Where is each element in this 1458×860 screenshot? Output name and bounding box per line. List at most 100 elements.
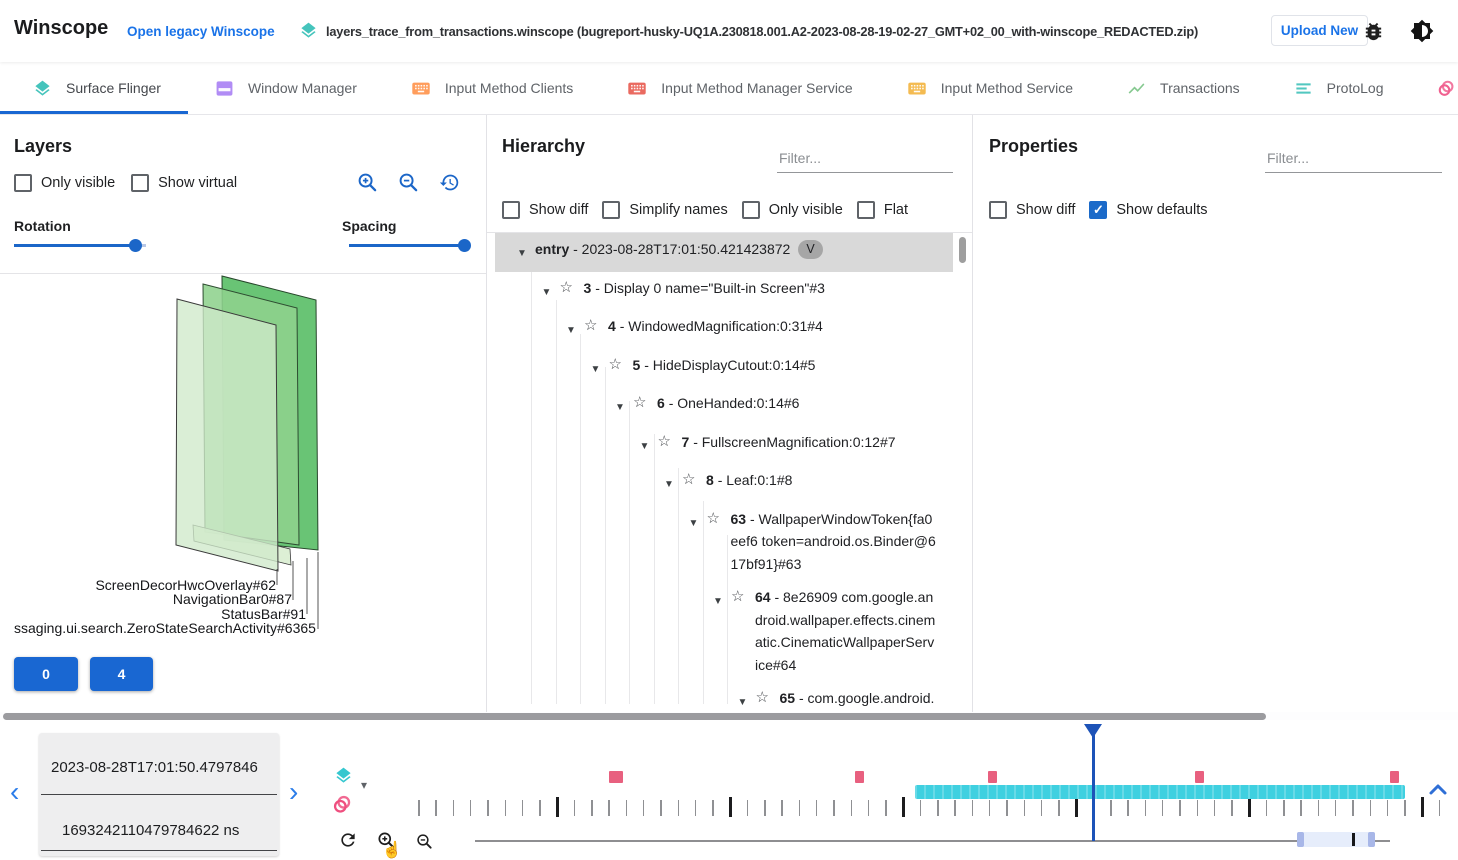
open-legacy-link[interactable]: Open legacy Winscope — [127, 24, 275, 39]
zoom-in-icon[interactable] — [357, 172, 378, 198]
tree-node-8[interactable]: ▼ ☆ 8 - Leaf:0:1#8 — [495, 464, 953, 503]
dark-mode-toggle-icon[interactable] — [1410, 19, 1434, 48]
star-icon[interactable]: ☆ — [657, 432, 671, 450]
tab-input-method-clients[interactable]: Input Method Clients — [384, 62, 600, 114]
unchecked-checkbox-icon[interactable] — [856, 201, 875, 219]
expand-arrow-icon[interactable]: ▼ — [688, 517, 699, 529]
ruler-tick — [729, 797, 733, 817]
transition-marker[interactable] — [609, 771, 623, 783]
layers-icon — [33, 79, 52, 98]
tree-node-63[interactable]: ▼ ☆ 63 - WallpaperWindowToken{fa0eef6 toke… — [495, 503, 953, 582]
surface-flinger-band[interactable] — [915, 785, 1405, 799]
surface-flinger-trace-icon[interactable] — [334, 766, 353, 790]
timeline-zoom-in-icon[interactable] — [377, 831, 396, 855]
trace-dropdown-caret-icon[interactable]: ▾ — [361, 778, 368, 792]
range-slider-selection[interactable] — [1297, 832, 1375, 847]
unchecked-checkbox-icon[interactable] — [14, 174, 32, 192]
unchecked-checkbox-icon[interactable] — [502, 201, 520, 219]
display-button-0[interactable]: 0 — [14, 657, 78, 691]
star-icon[interactable]: ☆ — [584, 317, 598, 334]
star-icon[interactable]: ☆ — [633, 394, 647, 411]
checkbox-only-visible[interactable]: Only visible — [741, 201, 843, 219]
hierarchy-filter-input[interactable] — [777, 148, 953, 173]
tab-transitions[interactable]: Transitions — [1410, 62, 1458, 114]
horizontal-scrollbar[interactable] — [3, 713, 1266, 720]
timeline-zoom-out-icon[interactable] — [416, 833, 433, 855]
expand-arrow-icon[interactable]: ▼ — [713, 596, 723, 607]
properties-filter-input[interactable] — [1265, 148, 1442, 173]
layers-panel: Layers Only visible Show virtual Rotation… — [0, 115, 487, 712]
tree-node-entry[interactable]: ▼ entry - 2023-08-28T17:01:50.421423872 V — [495, 233, 953, 272]
tab-protolog[interactable]: ProtoLog — [1267, 62, 1411, 114]
range-slider-left-handle[interactable] — [1297, 832, 1304, 847]
tab-surface-flinger[interactable]: Surface Flinger — [0, 62, 188, 114]
expand-arrow-icon[interactable]: ▼ — [737, 697, 748, 708]
transition-marker[interactable] — [855, 771, 864, 783]
layers-3d-canvas[interactable] — [0, 273, 487, 650]
unchecked-checkbox-icon[interactable] — [602, 201, 621, 219]
tree-node-3[interactable]: ▼ ☆ 3 - Display 0 name="Built-in Screen"#3 — [495, 272, 953, 311]
expand-arrow-icon[interactable]: ▼ — [541, 286, 552, 298]
spacing-slider-label: Spacing — [342, 218, 397, 234]
tree-node-7[interactable]: ▼ ☆ 7 - FullscreenMagnification:0:12#7 — [495, 426, 953, 465]
star-icon[interactable]: ☆ — [731, 588, 745, 605]
rotation-slider[interactable] — [14, 238, 146, 252]
hierarchy-scrollbar[interactable] — [959, 237, 966, 263]
expand-arrow-icon[interactable]: ▼ — [615, 402, 625, 413]
timeline-cursor-line[interactable] — [1092, 726, 1095, 841]
range-slider-track[interactable] — [475, 839, 1390, 842]
expand-arrow-icon[interactable]: ▼ — [517, 248, 527, 259]
tab-transactions[interactable]: Transactions — [1100, 62, 1267, 114]
transition-marker[interactable] — [1195, 771, 1204, 783]
refresh-icon[interactable] — [338, 830, 358, 855]
star-icon[interactable]: ☆ — [608, 355, 622, 373]
star-icon[interactable]: ☆ — [559, 278, 573, 296]
unchecked-checkbox-icon[interactable] — [989, 201, 1007, 219]
spacing-slider-thumb[interactable] — [457, 238, 471, 252]
star-icon[interactable]: ☆ — [706, 509, 720, 527]
tree-node-4[interactable]: ▼ ☆ 4 - WindowedMagnification:0:31#4 — [495, 310, 953, 349]
display-button-4[interactable]: 4 — [90, 657, 153, 691]
checkbox-flat[interactable]: Flat — [856, 201, 908, 219]
tree-node-64[interactable]: ▼ ☆ 64 - 8e26909 com.google.android.wallpa… — [495, 581, 953, 682]
tree-node-5[interactable]: ▼ ☆ 5 - HideDisplayCutout:0:14#5 — [495, 349, 953, 388]
tab-window-manager[interactable]: Window Manager — [188, 62, 384, 114]
tree-node-6[interactable]: ▼ ☆ 6 - OneHanded:0:14#6 — [495, 387, 953, 426]
tab-input-method-manager-service[interactable]: Input Method Manager Service — [600, 62, 879, 114]
timestamp-ns-field[interactable]: 1693242110479784622 ns — [62, 822, 240, 839]
rotation-slider-thumb[interactable] — [128, 238, 142, 252]
next-entry-button[interactable]: › — [289, 776, 299, 807]
zoom-out-icon[interactable] — [398, 172, 419, 198]
range-slider-right-handle[interactable] — [1368, 832, 1375, 847]
ruler-tick — [971, 800, 974, 816]
star-icon[interactable]: ☆ — [755, 689, 769, 706]
expand-arrow-icon[interactable]: ▼ — [590, 363, 601, 375]
upload-new-button[interactable]: Upload New — [1271, 15, 1368, 46]
transition-marker[interactable] — [988, 771, 997, 783]
tree-node-65[interactable]: ▼ ☆ 65 - com.google.android.wallpaper.effe… — [495, 682, 953, 712]
checkbox-show-diff[interactable]: Show diff — [502, 201, 588, 219]
checked-checkbox-icon[interactable]: ✓ — [1089, 201, 1108, 219]
checkbox-only-visible[interactable]: Only visible — [14, 174, 115, 192]
star-icon[interactable]: ☆ — [682, 471, 696, 488]
expand-arrow-icon[interactable]: ▼ — [566, 325, 576, 336]
collapse-timeline-icon[interactable] — [1428, 782, 1448, 801]
expand-arrow-icon[interactable]: ▼ — [664, 479, 674, 490]
reset-view-icon[interactable] — [439, 172, 460, 198]
spacing-slider[interactable] — [349, 238, 471, 252]
checkbox-simplify-names[interactable]: Simplify names — [602, 201, 728, 219]
layers-canvas-divider — [0, 273, 486, 274]
checkbox-show-virtual[interactable]: Show virtual — [131, 174, 237, 192]
unchecked-checkbox-icon[interactable] — [741, 201, 760, 219]
transition-marker[interactable] — [1390, 771, 1399, 783]
expand-arrow-icon[interactable]: ▼ — [639, 440, 650, 452]
checkbox-show-diff[interactable]: Show diff — [989, 201, 1075, 219]
checkbox-show-defaults[interactable]: ✓ Show defaults — [1089, 201, 1207, 219]
unchecked-checkbox-icon[interactable] — [131, 174, 150, 192]
bug-report-icon[interactable] — [1362, 20, 1385, 48]
timestamp-card: 2023-08-28T17:01:50.4797846 169324211047… — [39, 733, 279, 856]
prev-entry-button[interactable]: ‹ — [10, 776, 20, 807]
timestamp-human-field[interactable]: 2023-08-28T17:01:50.4797846 — [51, 759, 258, 776]
tab-input-method-service[interactable]: Input Method Service — [880, 62, 1100, 114]
transitions-trace-icon[interactable] — [332, 794, 353, 820]
